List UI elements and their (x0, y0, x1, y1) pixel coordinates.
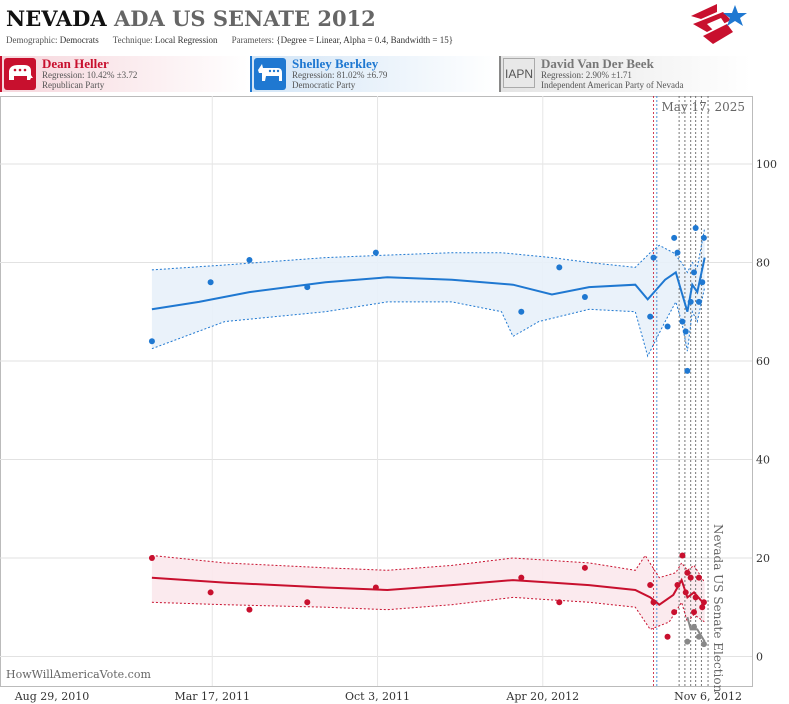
poll-point[interactable] (372, 249, 379, 256)
poll-point[interactable] (671, 234, 678, 241)
y-tick-label: 20 (756, 552, 770, 565)
poll-point[interactable] (692, 594, 699, 601)
candidate-regression: Regression: 10.42% ±3.72 (42, 70, 138, 80)
poll-point[interactable] (304, 599, 311, 606)
upper-bound-line (151, 227, 706, 274)
x-tick-label: Mar 17, 2011 (174, 690, 250, 703)
demographic-label: Demographic: (6, 35, 58, 45)
current-date-label: May 17, 2025 (662, 100, 745, 114)
poll-point[interactable] (647, 582, 654, 589)
poll-point[interactable] (687, 574, 694, 581)
technique-value: Local Regression (154, 35, 218, 45)
x-tick-label: Apr 20, 2012 (505, 690, 579, 703)
watermark: HowWillAmericaVote.com (6, 668, 151, 681)
y-tick-label: 40 (756, 453, 770, 466)
poll-point[interactable] (664, 323, 671, 330)
x-tick-label: Aug 29, 2010 (14, 690, 90, 703)
poll-point[interactable] (556, 264, 563, 271)
poll-point[interactable] (556, 599, 563, 606)
confidence-band (151, 228, 705, 357)
poll-point[interactable] (207, 589, 214, 596)
poll-point[interactable] (690, 623, 697, 630)
y-tick-label: 80 (756, 257, 770, 270)
candidate-party: Independent American Party of Nevada (541, 80, 684, 90)
poll-point[interactable] (518, 574, 525, 581)
candidate-regression: Regression: 2.90% ±1.71 (541, 70, 632, 80)
y-tick-label: 60 (756, 355, 770, 368)
poll-point[interactable] (679, 318, 686, 325)
plot-frame (0, 96, 753, 687)
poll-point[interactable] (700, 599, 707, 606)
poll-point[interactable] (372, 584, 379, 591)
page-title: NEVADA ADA US SENATE 2012 (6, 6, 376, 31)
candidate-regression: Regression: 81.02% ±6.79 (292, 70, 388, 80)
poll-point[interactable] (650, 254, 657, 261)
candidate-name: David Van Der Beek (541, 56, 654, 71)
candidate-name: Shelley Berkley (292, 56, 379, 71)
poll-point[interactable] (682, 589, 689, 596)
poll-point[interactable] (684, 638, 691, 645)
poll-point[interactable] (695, 574, 702, 581)
poll-point[interactable] (674, 249, 681, 256)
poll-point[interactable] (684, 367, 691, 374)
poll-point[interactable] (304, 284, 311, 291)
demographic-value: Democrats (59, 35, 99, 45)
donkey-icon (254, 58, 286, 90)
title-state: NEVADA (6, 6, 107, 31)
poll-point[interactable] (690, 609, 697, 616)
candidate-card-van-der-beek[interactable]: IAPN David Van Der Beek Regression: 2.90… (499, 56, 751, 92)
regression-line (151, 257, 706, 312)
x-tick-label: Nov 6, 2012 (674, 690, 742, 703)
parameters-value: {Degree = Linear, Alpha = 0.4, Bandwidth… (276, 35, 454, 45)
poll-point[interactable] (650, 599, 657, 606)
candidate-party: Democratic Party (292, 80, 356, 90)
poll-point[interactable] (699, 279, 706, 286)
poll-point[interactable] (695, 298, 702, 305)
y-tick-label: 100 (756, 158, 777, 171)
poll-point[interactable] (684, 569, 691, 576)
election-label: Nevada US Senate Election (711, 524, 725, 693)
poll-point[interactable] (692, 225, 699, 232)
poll-point[interactable] (148, 554, 155, 561)
subtitle-line: Demographic: Democrats Technique: Local R… (6, 35, 453, 45)
poll-point[interactable] (581, 293, 588, 300)
iapn-badge: IAPN (503, 58, 535, 88)
confidence-band (151, 555, 705, 630)
regression-chart: 0 20 40 60 80 100 Aug 29, 2010 Mar 17, 2011 Oct … (0, 96, 777, 703)
poll-point[interactable] (671, 609, 678, 616)
candidate-card-berkley[interactable]: Shelley Berkley Regression: 81.02% ±6.79… (250, 56, 498, 92)
upper-bound-line (151, 554, 706, 583)
poll-point[interactable] (207, 279, 214, 286)
elephant-icon (4, 58, 36, 90)
poll-point[interactable] (699, 604, 706, 611)
parameters-label: Parameters: (231, 35, 275, 45)
candidate-party: Republican Party (42, 80, 105, 90)
title-rest: ADA US SENATE 2012 (113, 6, 376, 31)
poll-point[interactable] (246, 257, 253, 264)
poll-point[interactable] (647, 313, 654, 320)
poll-point[interactable] (700, 641, 707, 648)
star-logo-icon (691, 4, 747, 44)
poll-point[interactable] (246, 606, 253, 613)
candidate-card-heller[interactable]: Dean Heller Regression: 10.42% ±3.72 Rep… (0, 56, 248, 92)
regression-line (151, 576, 706, 606)
poll-point[interactable] (687, 298, 694, 305)
poll-point[interactable] (674, 582, 681, 589)
poll-point[interactable] (690, 269, 697, 276)
poll-point[interactable] (679, 552, 686, 559)
poll-point[interactable] (518, 308, 525, 315)
candidate-name: Dean Heller (42, 56, 109, 71)
poll-point[interactable] (695, 633, 702, 640)
lower-bound-line (151, 596, 705, 631)
header: NEVADA ADA US SENATE 2012 Demographic: D… (0, 0, 750, 52)
poll-point[interactable] (700, 234, 707, 241)
poll-point[interactable] (581, 564, 588, 571)
poll-point[interactable] (148, 338, 155, 345)
y-tick-label: 0 (756, 650, 763, 663)
technique-label: Technique: (112, 35, 153, 45)
poll-point[interactable] (682, 328, 689, 335)
poll-point[interactable] (664, 633, 671, 640)
x-tick-label: Oct 3, 2011 (345, 690, 410, 703)
lower-bound-line (151, 286, 706, 358)
